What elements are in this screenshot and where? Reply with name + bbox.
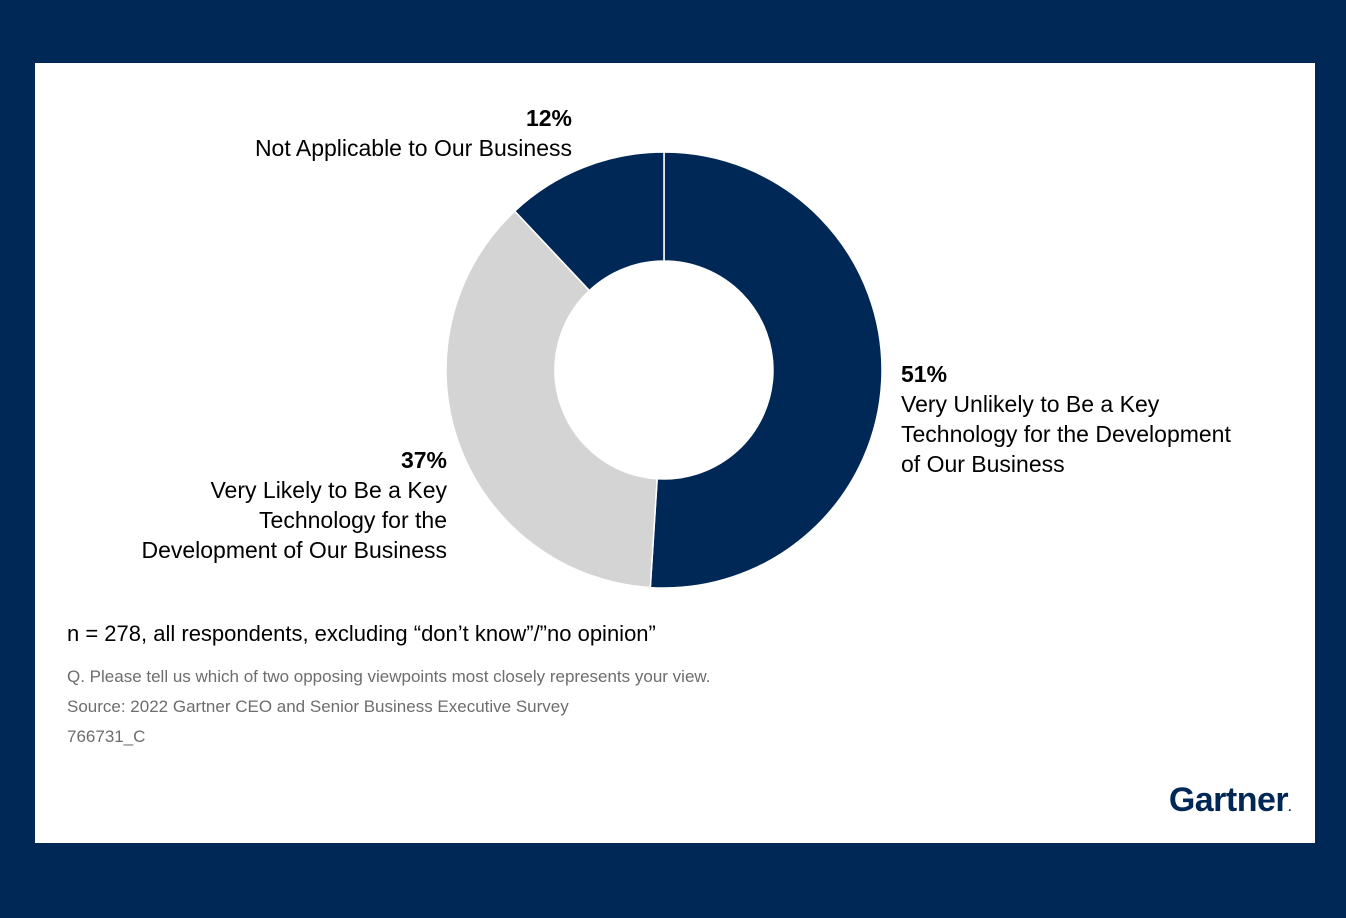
gartner-logo: Gartner. bbox=[1168, 781, 1292, 820]
donut-slice-1 bbox=[445, 210, 658, 589]
label-very-unlikely-line-1: Very Unlikely to Be a Key bbox=[901, 391, 1160, 417]
label-not-applicable: 12% Not Applicable to Our Business bbox=[152, 103, 572, 163]
label-very-likely-line-2: Technology for the bbox=[259, 507, 447, 533]
chart-card: 12% Not Applicable to Our Business 51% V… bbox=[35, 63, 1315, 843]
logo-dot: . bbox=[1288, 800, 1291, 814]
donut-slice-2 bbox=[513, 151, 665, 292]
survey-question: Q. Please tell us which of two opposing … bbox=[67, 667, 711, 686]
source-note: Source: 2022 Gartner CEO and Senior Busi… bbox=[67, 697, 569, 716]
donut-chart bbox=[445, 151, 883, 589]
label-very-unlikely: 51% Very Unlikely to Be a Key Technology… bbox=[901, 359, 1301, 479]
label-very-likely: 37% Very Likely to Be a Key Technology f… bbox=[47, 445, 447, 565]
label-not-applicable-line-1: Not Applicable to Our Business bbox=[254, 135, 572, 161]
label-very-unlikely-line-2: Technology for the Development bbox=[901, 421, 1231, 447]
sample-footnote: n = 278, all respondents, excluding “don… bbox=[67, 621, 656, 646]
gartner-logo-text: Gartner bbox=[1168, 781, 1289, 819]
label-not-applicable-pct: 12% bbox=[525, 105, 572, 131]
donut-slice-0 bbox=[649, 151, 883, 589]
label-very-unlikely-line-3: of Our Business bbox=[901, 451, 1065, 477]
label-very-likely-line-3: Development of Our Business bbox=[141, 537, 447, 563]
label-very-unlikely-pct: 51% bbox=[901, 361, 948, 387]
label-very-likely-line-1: Very Likely to Be a Key bbox=[210, 477, 447, 503]
chart-code: 766731_C bbox=[67, 727, 146, 746]
label-very-likely-pct: 37% bbox=[400, 447, 447, 473]
